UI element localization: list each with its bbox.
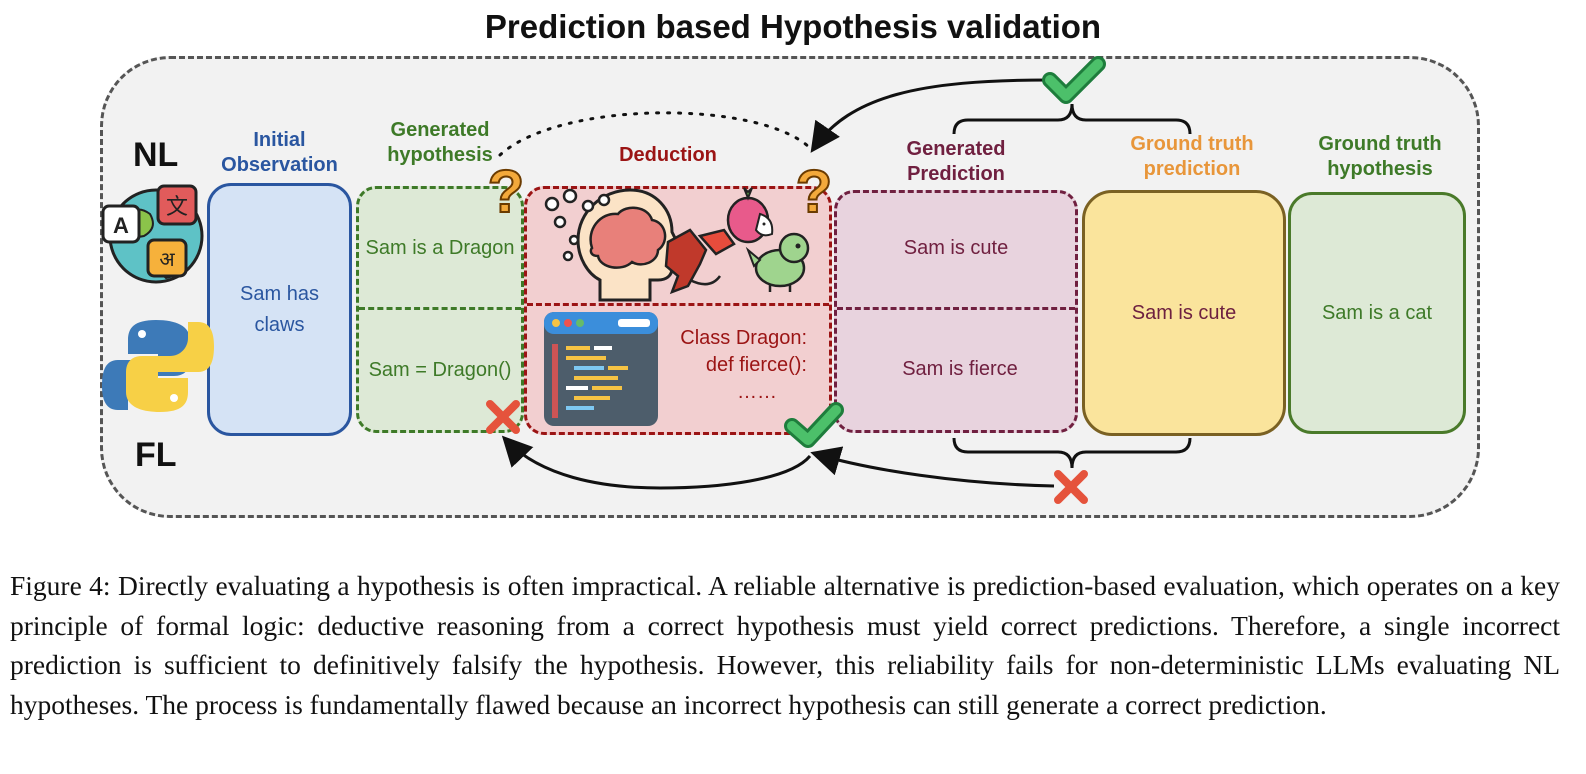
fl-label: FL <box>135 436 177 474</box>
svg-text:?: ? <box>488 158 525 225</box>
prediction-fl: Sam is fierce <box>902 357 1018 380</box>
nl-label: NL <box>133 136 179 174</box>
figure-caption: Figure 4: Directly evaluating a hypothes… <box>10 570 1560 720</box>
prediction-header: Generated Prediction <box>906 138 1006 185</box>
hypothesis-header: Generated hypothesis <box>387 119 493 166</box>
prediction-nl: Sam is cute <box>903 236 1009 259</box>
svg-text:?: ? <box>796 158 833 225</box>
svg-text:अ: अ <box>159 247 175 271</box>
question-mark-icon: ? <box>487 157 526 226</box>
bottom-arrow-1 <box>810 446 1055 488</box>
baby-dragon-icon <box>745 232 810 292</box>
dotted-arc <box>498 111 812 157</box>
gt-prediction-box: Sam is cute <box>1082 190 1286 436</box>
dragon-fruit-icon <box>726 187 774 244</box>
deduction-divider <box>527 303 829 306</box>
prediction-box: Sam is cute Sam is fierce <box>834 190 1078 433</box>
hypothesis-divider <box>359 307 521 310</box>
check-mark-icon <box>784 402 844 448</box>
gt-hypothesis-box: Sam is a cat <box>1288 192 1466 434</box>
top-brace <box>952 103 1192 135</box>
deduction-code: Class Dragon: def fierce(): …… <box>680 327 807 403</box>
gt-prediction-header: Ground truth prediction <box>1130 133 1254 180</box>
hypothesis-nl: Sam is a Dragon <box>365 236 515 259</box>
deduction-header: Deduction <box>619 144 717 166</box>
dragon-icon <box>664 228 736 295</box>
svg-text:文: 文 <box>166 195 188 220</box>
brain-thinking-icon <box>544 188 685 302</box>
bottom-brace <box>952 437 1192 469</box>
globe-languages-icon: A 文 अ <box>101 184 204 284</box>
cross-mark-icon <box>1054 470 1088 504</box>
check-mark-icon <box>1042 56 1106 104</box>
top-arrow <box>810 78 1049 153</box>
bottom-arrow-2 <box>501 435 812 490</box>
cross-mark-icon <box>486 400 520 434</box>
hypothesis-fl: Sam = Dragon() <box>368 358 512 381</box>
gt-hypothesis-header: Ground truth hypothesis <box>1318 133 1442 180</box>
figure-title: Prediction based Hypothesis validation <box>484 8 1102 45</box>
question-mark-icon: ? <box>795 157 834 226</box>
svg-text:A: A <box>113 213 129 238</box>
prediction-divider <box>837 307 1075 310</box>
code-editor-icon <box>544 312 658 426</box>
observation-box: Sam has claws <box>207 183 352 436</box>
python-logo-icon <box>102 320 214 412</box>
hypothesis-box: Sam is a Dragon Sam = Dragon() <box>356 186 524 433</box>
observation-header: Initial Observation <box>221 129 338 176</box>
